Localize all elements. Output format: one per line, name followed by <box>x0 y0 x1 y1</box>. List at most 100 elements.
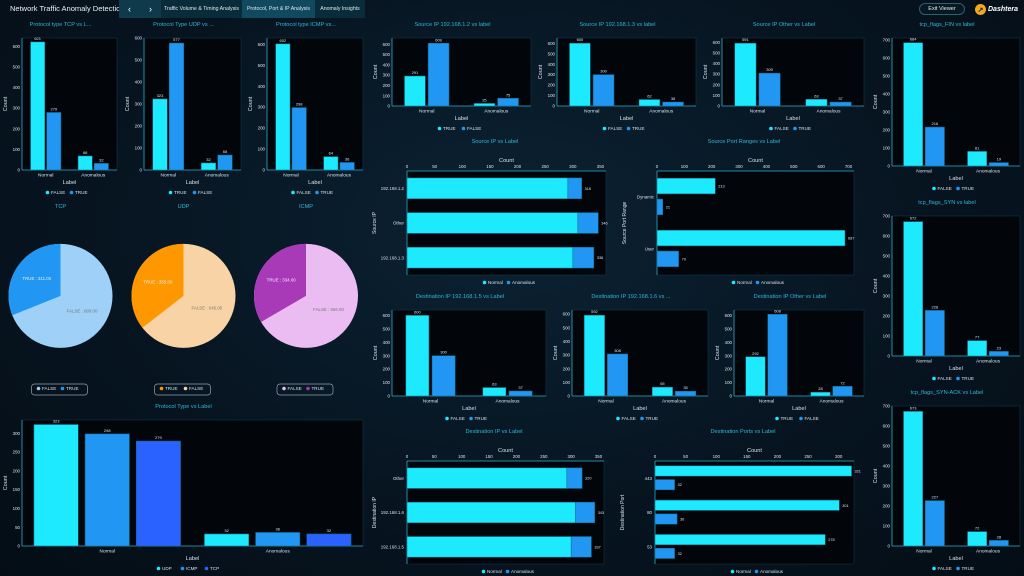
chart-title: Source IP 192.168.1.2 vs label <box>414 22 491 28</box>
legend-label[interactable]: FALSE <box>775 126 789 131</box>
legend-marker-false <box>183 386 188 391</box>
x-tick-label: 200 <box>708 164 716 169</box>
data-label: 672 <box>910 216 917 221</box>
legend-label[interactable]: FALSE <box>938 566 952 571</box>
y-axis-title: Count <box>873 468 879 483</box>
legend-label[interactable]: TRUE <box>781 416 794 421</box>
data-label: 36 <box>276 526 281 531</box>
y-tick-label: 200 <box>13 468 21 473</box>
legend-label[interactable]: FALSE <box>288 386 302 391</box>
tab-protocol-port-ip[interactable]: Protocol, Port & IP Analysis <box>242 0 315 18</box>
data-label: 279 <box>155 435 162 440</box>
legend-label[interactable]: FALSE <box>451 416 465 421</box>
y-tick-label: 400 <box>725 340 733 345</box>
legend-label[interactable]: TRUE <box>632 126 645 131</box>
chart-panel-udp_pie: UDP TRUE : 355.00 FALSE : 645.00 TRUE FALSE <box>122 200 245 400</box>
y-tick-label: 200 <box>883 128 891 133</box>
legend-label[interactable]: TRUE <box>962 376 975 381</box>
legend-label[interactable]: TRUE <box>475 416 488 421</box>
y-tick-label: 300 <box>883 294 891 299</box>
x-tick-label: 500 <box>790 164 798 169</box>
legend-label[interactable]: ICMP <box>186 566 197 571</box>
legend-marker-false <box>616 416 620 421</box>
chevron-right-icon[interactable]: › <box>149 4 152 14</box>
legend-marker-normal <box>731 280 736 285</box>
slice-label: FALSE : 666.00 <box>313 307 344 312</box>
legend-label[interactable]: TRUE <box>321 190 334 195</box>
bar-normal <box>654 465 852 477</box>
legend-label[interactable]: Anomalous <box>512 280 536 285</box>
legend-label[interactable]: TRUE <box>962 186 975 191</box>
logo: ↗ Dashtera <box>975 2 1021 17</box>
legend-label[interactable]: Anomalous <box>761 280 785 285</box>
legend-label[interactable]: FALSE <box>198 190 212 195</box>
legend-label[interactable]: TRUE <box>75 190 88 195</box>
x-tick-label: 150 <box>486 164 494 169</box>
data-label: 62 <box>647 94 652 99</box>
legend-label[interactable]: UDP <box>162 566 172 571</box>
legend-label[interactable]: FALSE <box>297 190 311 195</box>
tab-anomaly-insights[interactable]: Anomaly Insights <box>315 0 365 18</box>
y-tick-label: 100 <box>383 380 391 385</box>
legend-label[interactable]: Anomalous <box>760 569 784 574</box>
legend-label[interactable]: TRUE <box>443 126 456 131</box>
y-tick-label: 300 <box>383 353 391 358</box>
chevron-left-icon[interactable]: ‹ <box>128 4 131 14</box>
y-tick-label: 300 <box>13 431 21 436</box>
y-tick-label: 100 <box>563 380 571 385</box>
y-tick-label: 0 <box>888 354 891 359</box>
legend-label[interactable]: FALSE <box>938 186 952 191</box>
legend-label[interactable]: Normal <box>737 280 752 285</box>
legend-label[interactable]: TRUE <box>312 386 325 391</box>
legend-label[interactable]: TRUE <box>799 126 812 131</box>
x-tick-label: 250 <box>804 454 812 459</box>
x-tick-label: Anomalous <box>81 173 106 179</box>
legend-marker-normal <box>481 569 486 574</box>
legend-label[interactable]: TRUE <box>174 190 187 195</box>
data-label: 621 <box>34 36 41 41</box>
legend-label[interactable]: FALSE <box>42 386 56 391</box>
bar-anomalous <box>654 547 675 559</box>
legend-label[interactable]: Anomalous <box>511 569 535 574</box>
legend-label[interactable]: FALSE <box>189 386 203 391</box>
legend-label[interactable]: FALSE <box>622 416 636 421</box>
y-tick-label: 600 <box>383 42 391 47</box>
legend-box <box>31 383 88 396</box>
x-tick-label: 350 <box>595 454 603 459</box>
data-label: 298 <box>296 102 303 107</box>
bar-normal <box>654 534 826 546</box>
legend-label[interactable]: FALSE <box>805 416 819 421</box>
legend-label[interactable]: TRUE <box>646 416 659 421</box>
chart-title: Destination IP 192.168.1.5 vs Label <box>415 294 505 300</box>
data-label: 77 <box>975 335 980 340</box>
legend-label[interactable]: TRUE <box>66 386 79 391</box>
legend-label[interactable]: FALSE <box>51 190 65 195</box>
legend-label[interactable]: FALSE <box>938 376 952 381</box>
bar-true-anomalous <box>989 540 1009 547</box>
y-axis-title: Count <box>248 96 254 111</box>
y-tick-label: 200 <box>383 83 391 88</box>
page-nav: ‹ › <box>119 0 161 18</box>
legend-label[interactable]: Normal <box>736 569 751 574</box>
legend-label[interactable]: FALSE <box>467 126 481 131</box>
x-tick-label: Anomalous <box>662 399 687 405</box>
chart-svg: 0 50 100 150 200 250 300 350 Count 316 192.168.1.2… <box>372 158 608 285</box>
chart-title: tcp_flags_SYN-ACK vs Label <box>910 390 984 396</box>
x-axis-title: Count <box>747 448 762 454</box>
tab-traffic-volume[interactable]: Traffic Volume & Timing Analysis <box>161 0 242 18</box>
legend-label[interactable]: TCP <box>210 566 219 571</box>
legend-marker-tcp <box>204 566 209 571</box>
legend-label[interactable]: TRUE <box>962 566 975 571</box>
legend-label[interactable]: FALSE <box>608 126 622 131</box>
legend-label[interactable]: Normal <box>487 569 502 574</box>
exit-viewer-button[interactable]: Exit Viewer <box>919 3 965 15</box>
x-tick-label: Anomalous <box>266 549 291 555</box>
y-tick-label: 600 <box>725 313 733 318</box>
legend-label[interactable]: Normal <box>488 280 503 285</box>
y-tick-label: 100 <box>883 524 891 529</box>
x-tick-label: 0 <box>656 164 659 169</box>
chart-panel-proto: Protocol Type vs Label 0 50 100 150 200 250 300… <box>0 400 367 576</box>
legend-label[interactable]: TRUE <box>165 386 178 391</box>
x-tick-label: Normal <box>283 173 298 179</box>
y-tick-label: 600 <box>713 40 721 45</box>
